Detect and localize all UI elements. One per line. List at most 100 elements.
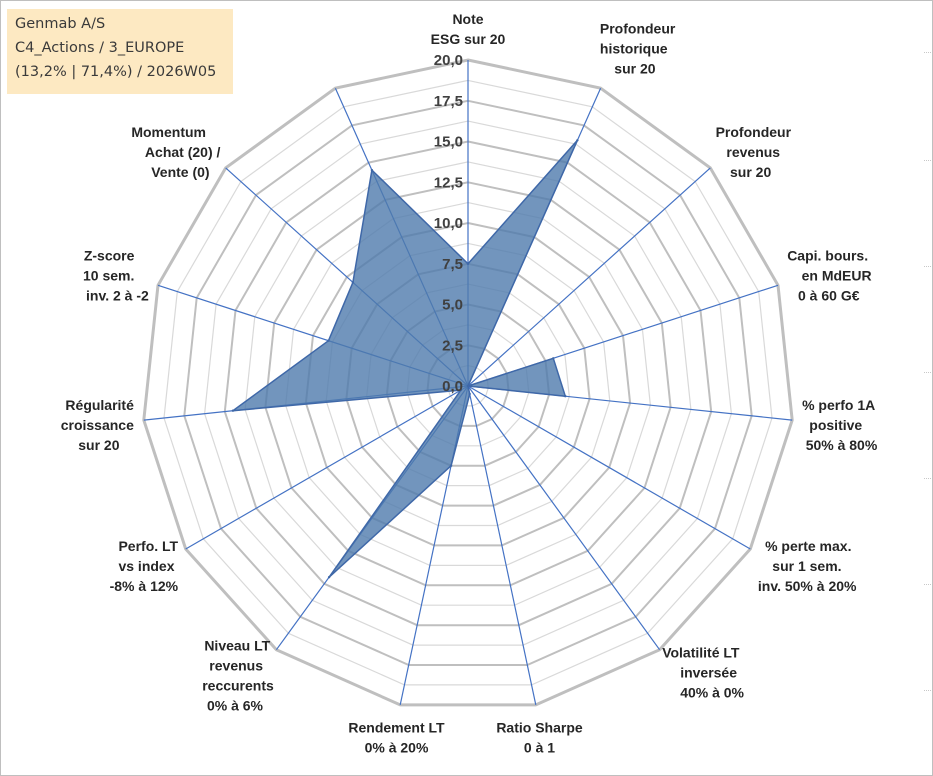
axis-label-line: revenus xyxy=(209,657,263,673)
axis-label-line: Z-score xyxy=(84,248,135,264)
axis-label: % perte max. sur 1 sem. inv. 50% à 20% xyxy=(758,538,857,594)
gridline-major xyxy=(142,58,794,707)
series-point xyxy=(564,395,567,398)
axis-label-line: Profondeur xyxy=(600,21,676,37)
axis-label: Perfo. LT vs index -8% à 12% xyxy=(110,538,179,594)
series-point xyxy=(351,281,355,284)
tick-label: 15,0 xyxy=(434,134,463,151)
axis-label-line: 0% à 20% xyxy=(365,740,429,756)
axis-label-line: croissance xyxy=(61,417,134,433)
axis-label-line: 0% à 6% xyxy=(207,697,264,713)
series-point xyxy=(370,168,374,172)
axis-label-line: 50% à 80% xyxy=(806,437,878,453)
company-name: Genmab A/S xyxy=(15,16,106,32)
axis-label-line: 10 sem. xyxy=(83,268,134,284)
axis-label-line: sur 1 sem. xyxy=(772,558,841,574)
tick-label: 2,5 xyxy=(442,337,463,354)
axis-label-line: vs index xyxy=(118,558,174,574)
series-point xyxy=(576,139,579,142)
gridline-minor xyxy=(284,201,652,567)
axis-label-line: historique xyxy=(600,41,668,57)
gridline-major xyxy=(264,181,672,587)
axis-label-line: Momentum xyxy=(131,124,206,140)
axis-label-line: sur 20 xyxy=(614,61,655,77)
axis-label-line: % perfo 1A xyxy=(802,397,875,413)
tick-label: 5,0 xyxy=(442,297,463,314)
info-box: Genmab A/S C4_Actions / 3_EUROPE (13,2% … xyxy=(7,9,233,94)
axis-spoke xyxy=(467,167,711,387)
tick-label: 7,5 xyxy=(442,256,463,273)
gridline-minor xyxy=(163,79,773,686)
tick-label: 20,0 xyxy=(434,52,463,69)
axis-label: Profondeur revenus sur 20 xyxy=(716,124,792,180)
series-point xyxy=(459,388,463,392)
axis-label-line: inv. 50% à 20% xyxy=(758,578,857,594)
series-point xyxy=(466,262,470,265)
radial-tick-labels: 0,0 2,5 5,0 7,5 10,0 12,5 15,0 17,5 20,0 xyxy=(434,52,463,395)
axis-label: Régularité croissance sur 20 xyxy=(61,397,134,453)
axis-label-line: 0 à 1 xyxy=(524,740,555,756)
series-point xyxy=(466,384,470,388)
tick-label: 12,5 xyxy=(434,174,463,191)
axis-label: Capi. bours. en MdEUR 0 à 60 G€ xyxy=(787,248,871,304)
gridline-minor xyxy=(244,161,692,606)
axis-label-line: 40% à 0% xyxy=(680,684,744,700)
axis-label-line: inv. 2 à -2 xyxy=(86,288,149,304)
axis-label: % perfo 1A positive 50% à 80% xyxy=(802,397,878,453)
axis-label-line: ESG sur 20 xyxy=(431,31,506,47)
axis-label: Z-score 10 sem. inv. 2 à -2 xyxy=(83,248,149,304)
series-point xyxy=(231,409,235,412)
gridline-major xyxy=(183,99,753,666)
axis-label: Volatilité LT inversée 40% à 0% xyxy=(662,644,744,700)
axis-label-line: Niveau LT xyxy=(204,637,270,653)
axis-label-line: % perte max. xyxy=(765,538,851,554)
axis-label-line: -8% à 12% xyxy=(110,578,179,594)
axis-label: Niveau LT revenus reccurents 0% à 6% xyxy=(202,637,274,713)
axis-label-line: Ratio Sharpe xyxy=(496,720,583,736)
axis-label-line: sur 20 xyxy=(78,437,119,453)
axis-spoke xyxy=(467,385,751,550)
axis-spoke xyxy=(467,385,661,651)
axis-label-line: Capi. bours. xyxy=(787,248,868,264)
axis-label-line: inversée xyxy=(680,664,737,680)
gridline-minor xyxy=(203,120,733,646)
axis-label-line: sur 20 xyxy=(730,164,771,180)
axis-label: Profondeur historique sur 20 xyxy=(600,21,676,77)
axis-label-line: Vente (0) xyxy=(151,164,209,180)
portfolio-label: C4_Actions / 3_EUROPE xyxy=(15,40,185,56)
axis-label-line: 0 à 60 G€ xyxy=(798,288,860,304)
axis-label: Ratio Sharpe 0 à 1 xyxy=(496,720,583,756)
axis-label-line: positive xyxy=(809,417,862,433)
axis-label: Note ESG sur 20 xyxy=(431,11,506,47)
series-point xyxy=(552,357,555,360)
radar-series xyxy=(231,139,579,579)
series-point xyxy=(327,339,330,342)
axis-label: Momentum Achat (20) / Vente (0) xyxy=(131,124,220,180)
series-point xyxy=(449,464,453,467)
axis-label-line: Rendement LT xyxy=(348,720,445,736)
axis-label-line: Régularité xyxy=(65,397,134,413)
axis-label-line: Perfo. LT xyxy=(118,538,178,554)
gridline-major xyxy=(223,140,713,627)
axis-label: Rendement LT 0% à 20% xyxy=(348,720,445,756)
axis-label-line: Profondeur xyxy=(716,124,792,140)
series-point xyxy=(468,392,471,396)
gridline-major xyxy=(304,221,632,547)
axis-label-line: en MdEUR xyxy=(802,268,872,284)
axis-spoke xyxy=(467,385,537,706)
axis-spoke xyxy=(185,385,469,550)
right-edge-markers xyxy=(923,0,931,774)
axis-label-line: reccurents xyxy=(202,677,274,693)
series-point xyxy=(327,576,331,579)
axis-label-line: revenus xyxy=(726,144,780,160)
series-area xyxy=(232,139,579,578)
tick-label: 17,5 xyxy=(434,93,463,110)
axis-label-line: Note xyxy=(452,11,483,27)
axis-labels: Note ESG sur 20 Profondeur historique sur 20… xyxy=(61,11,878,756)
tick-label: 10,0 xyxy=(434,215,463,232)
tick-label: 0,0 xyxy=(442,378,463,395)
axis-label-line: Achat (20) / xyxy=(145,144,221,160)
stats-label: (13,2% | 71,4%) / 2026W05 xyxy=(15,64,217,80)
axis-label-line: Volatilité LT xyxy=(662,644,740,660)
